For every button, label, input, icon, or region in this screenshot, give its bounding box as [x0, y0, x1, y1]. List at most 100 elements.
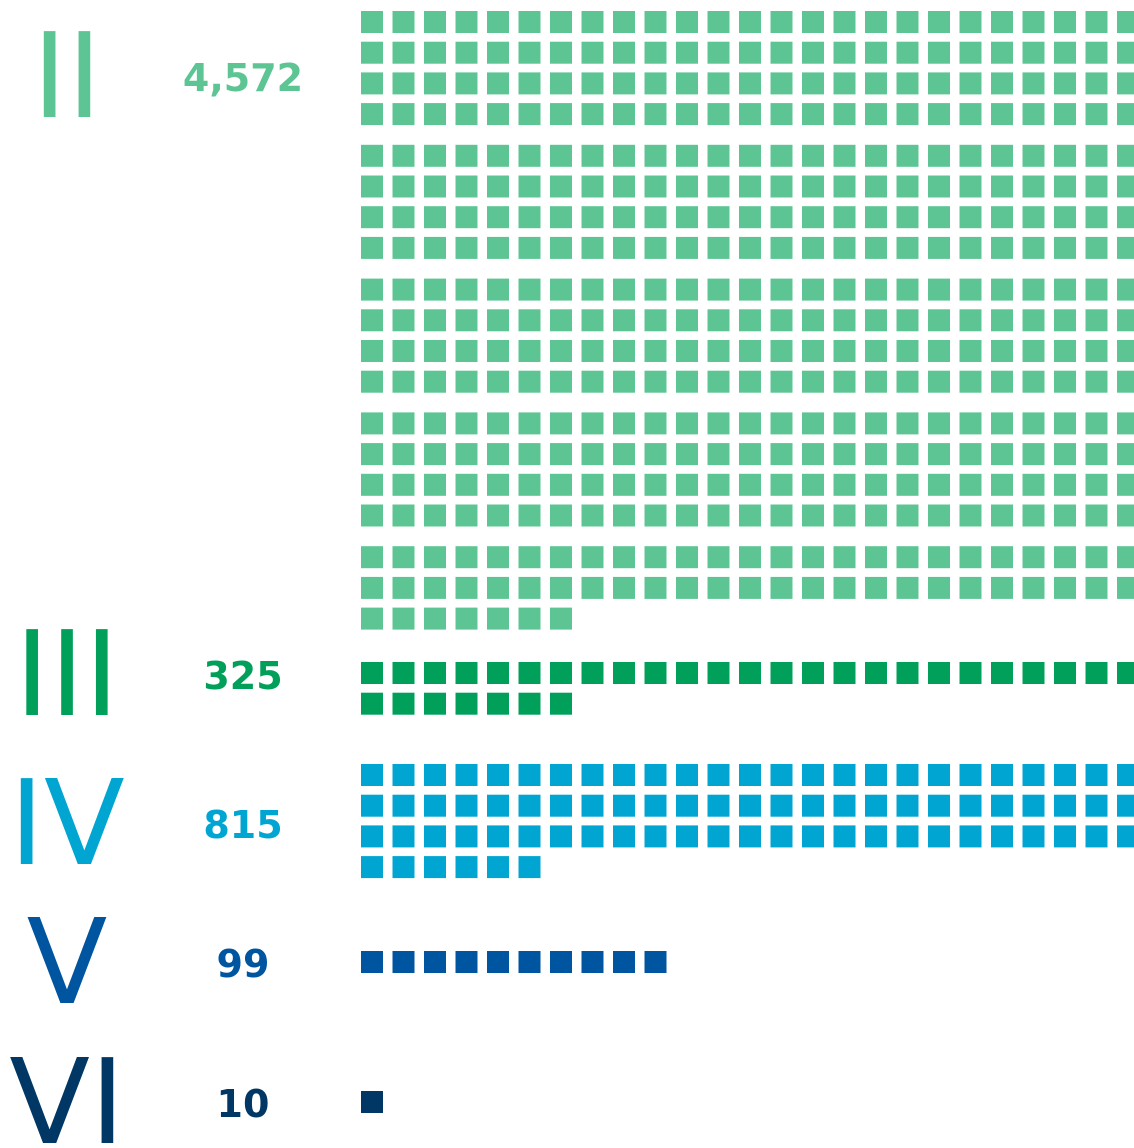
waffle-square: [392, 607, 415, 630]
waffle-square: [1054, 546, 1076, 569]
waffle-square: [833, 309, 856, 332]
waffle-square: [518, 236, 541, 259]
waffle-square: [802, 662, 824, 684]
waffle-square: [644, 103, 667, 126]
waffle-square: [518, 576, 541, 599]
waffle-square: [802, 236, 824, 259]
waffle-square: [991, 504, 1013, 527]
waffle-square: [392, 825, 415, 848]
waffle-square: [707, 662, 730, 684]
waffle-square: [361, 951, 383, 973]
waffle-square: [1085, 662, 1108, 684]
waffle-square: [928, 236, 950, 259]
waffle-square: [1022, 309, 1045, 332]
waffle-square: [361, 278, 383, 301]
waffle-square: [739, 504, 761, 527]
waffle-square: [550, 692, 572, 715]
waffle-square: [424, 41, 446, 64]
waffle-square: [1022, 504, 1045, 527]
waffle-square: [613, 794, 635, 817]
waffle-square: [833, 794, 856, 817]
waffle-square: [1022, 11, 1045, 33]
waffle-square: [581, 546, 604, 569]
waffle-square: [928, 175, 950, 198]
waffle-square: [392, 206, 415, 229]
waffle-square: [707, 11, 730, 33]
waffle-square: [455, 692, 478, 715]
value-label: 815: [203, 803, 282, 847]
waffle-square: [991, 11, 1013, 33]
waffle-square: [676, 278, 698, 301]
waffle-square: [1054, 443, 1076, 466]
waffle-square: [833, 825, 856, 848]
waffle-square: [644, 370, 667, 393]
waffle-square: [833, 764, 856, 786]
waffle-square: [1054, 576, 1076, 599]
waffle-square: [802, 794, 824, 817]
waffle-square: [833, 175, 856, 198]
waffle-square: [865, 41, 887, 64]
waffle-square: [644, 236, 667, 259]
waffle-square: [1054, 278, 1076, 301]
waffle-square: [802, 309, 824, 332]
waffle-square: [676, 11, 698, 33]
waffle-square: [1054, 72, 1076, 95]
waffle-square: [739, 41, 761, 64]
waffle-square: [802, 278, 824, 301]
waffle-square: [361, 144, 383, 167]
waffle-square: [865, 144, 887, 167]
waffle-square: [1054, 825, 1076, 848]
waffle-square: [1117, 236, 1134, 259]
waffle-square: [1022, 443, 1045, 466]
waffle-square: [865, 370, 887, 393]
waffle-square: [676, 144, 698, 167]
waffle-square: [1117, 576, 1134, 599]
waffle-square: [550, 309, 572, 332]
waffle-square: [770, 576, 793, 599]
waffle-square: [802, 370, 824, 393]
waffle-square: [392, 236, 415, 259]
waffle-square: [1054, 11, 1076, 33]
waffle-square: [455, 856, 478, 879]
waffle-square: [550, 794, 572, 817]
waffle-square: [739, 144, 761, 167]
waffle-square: [770, 278, 793, 301]
waffle-square: [865, 576, 887, 599]
waffle-square: [739, 340, 761, 362]
waffle-square: [770, 175, 793, 198]
waffle-square: [361, 309, 383, 332]
waffle-square: [1117, 794, 1134, 817]
waffle-square: [959, 144, 982, 167]
waffle-square: [959, 825, 982, 848]
waffle-square: [833, 103, 856, 126]
waffle-square: [833, 370, 856, 393]
waffle-square: [644, 794, 667, 817]
waffle-square: [581, 412, 604, 435]
waffle-square: [991, 412, 1013, 435]
waffle-square: [865, 662, 887, 684]
waffle-square: [487, 370, 509, 393]
waffle-square: [739, 370, 761, 393]
category-label: II: [32, 7, 102, 145]
waffle-square: [1022, 825, 1045, 848]
waffle-square: [518, 309, 541, 332]
waffle-square: [361, 340, 383, 362]
waffle-square: [707, 546, 730, 569]
waffle-square: [739, 764, 761, 786]
waffle-square: [361, 206, 383, 229]
waffle-square: [896, 236, 919, 259]
waffle-square: [1054, 103, 1076, 126]
waffle-square: [1022, 576, 1045, 599]
waffle-square: [959, 340, 982, 362]
waffle-square: [550, 144, 572, 167]
waffle-square: [487, 72, 509, 95]
waffle-square: [518, 144, 541, 167]
waffle-square: [550, 473, 572, 496]
waffle-square: [487, 856, 509, 879]
waffle-square: [1117, 504, 1134, 527]
waffle-square: [770, 309, 793, 332]
waffle-square: [581, 11, 604, 33]
waffle-square: [455, 144, 478, 167]
waffle-square: [739, 576, 761, 599]
waffle-square: [644, 473, 667, 496]
